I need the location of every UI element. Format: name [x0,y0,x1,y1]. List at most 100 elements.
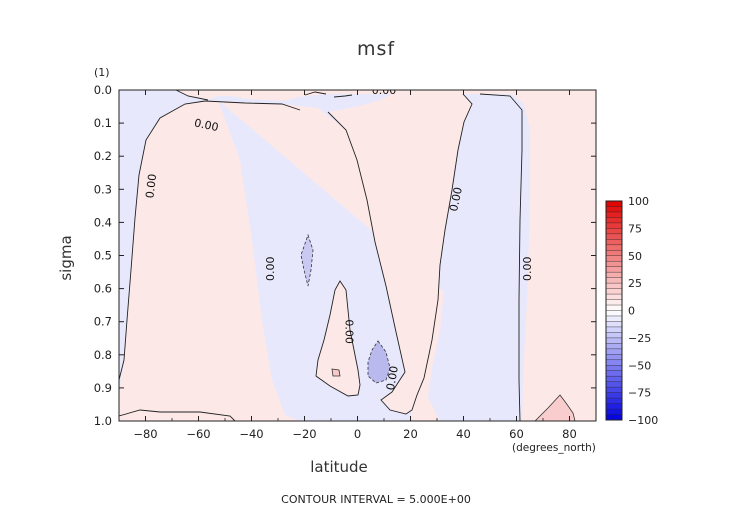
contour-labels: 0.00 0.00 0.00 0.00 0.00 0.00 0.00 0.00 [143,84,534,391]
colorbar-swatch [606,370,622,377]
svg-text:0.00: 0.00 [384,365,401,391]
colorbar-swatch [606,332,622,339]
plot-area: 0.00 0.00 0.00 0.00 0.00 0.00 0.00 0.00 [118,84,597,422]
colorbar-label: −25 [628,332,651,345]
colorbar-swatch [606,206,622,213]
y-tick-label: 1.0 [94,414,112,428]
y-tick-label: 0.6 [94,282,112,296]
x-tick-label: −60 [186,427,210,441]
y-axis-label: sigma [57,235,75,281]
contour-label: 0.00 [143,173,159,199]
svg-text:0.00: 0.00 [447,186,465,213]
colorbar-label: −100 [628,414,658,427]
contour-label: 0.00 [343,319,356,344]
svg-text:0.00: 0.00 [343,319,356,344]
colorbar-swatch [606,277,622,284]
colorbar-swatch [606,288,622,295]
y-axis: 0.0 0.1 0.2 0.3 0.4 0.5 0.6 0.7 0.8 0.9 1.0 [94,83,596,428]
colorbar-swatch [606,217,622,224]
colorbar-swatch [606,409,622,415]
positive-blob-south [331,368,341,377]
colorbar-swatch [606,244,622,251]
negative-region-right [428,94,530,421]
positive-tongue [316,281,360,396]
colorbar-swatch [606,403,622,410]
x-tick-label: 40 [456,427,471,441]
y-tick-label: 0.2 [94,149,112,163]
contour-label: 0.00 [264,256,277,281]
y-units-label: (1) [94,66,110,79]
colorbar-swatch [606,283,622,289]
y-tick-label: 0.9 [94,381,112,395]
y-tick-label: 0.1 [94,116,112,130]
x-tick-label: 60 [509,427,524,441]
svg-text:0.00: 0.00 [521,256,534,281]
colorbar-swatch [606,239,622,246]
positive-region-nh-upper [328,94,472,414]
colorbar-swatch [606,261,622,267]
contour-label: 0.00 [193,116,220,134]
colorbar-swatch [606,305,622,311]
colorbar-swatch [606,272,622,278]
colorbar-swatch [606,343,622,350]
y-tick-label: 0.0 [94,83,112,97]
y-tick-label: 0.4 [94,215,112,229]
colorbar-swatch [606,392,622,399]
contour-label: 0.00 [447,186,465,213]
negative-blob-lower [367,340,391,384]
colorbar-swatch [606,201,622,207]
svg-text:0.00: 0.00 [264,256,277,281]
contour-label: 0.00 [521,256,534,281]
contour-line-tropics [327,93,473,415]
colorbar-swatch [606,222,622,229]
colorbar-swatch [606,348,622,355]
svg-text:0.00: 0.00 [372,84,397,97]
contour-lines [119,90,523,421]
colorbar-swatch [606,414,622,421]
x-axis: −80 −60 −40 −20 0 20 40 60 80 [118,90,597,441]
x-tick-label: −80 [133,427,157,441]
colorbar-swatch [606,228,622,235]
colorbar-label: −50 [628,359,651,372]
positive-region-east [522,90,596,421]
colorbar-swatch [606,359,622,366]
x-tick-label: 0 [354,427,361,441]
x-tick-label: 80 [562,427,577,441]
colorbar-label: 25 [628,277,642,290]
colorbar-swatch [606,266,622,273]
svg-text:0.00: 0.00 [193,116,220,134]
colorbar-swatch [606,398,622,404]
colorbar-label: 50 [628,250,642,263]
contour-label: 0.00 [372,84,397,97]
colorbar-label: 0 [628,305,635,318]
chart-title: msf [356,38,396,60]
contour-line-surface [119,409,236,421]
x-tick-label: −20 [292,427,316,441]
y-tick-label: 0.3 [94,182,112,196]
contour-line-tongue [315,280,361,397]
contour-line-sh [119,100,301,381]
colorbar-swatch [606,326,622,333]
x-tick-label: 20 [403,427,418,441]
contour-line-top-islands [304,91,353,98]
colorbar-swatch [606,365,622,372]
colorbar-swatch [606,337,622,344]
contour-line-top [175,90,209,101]
colorbar-swatch [606,310,622,317]
colorbar-label: 75 [628,222,642,235]
colorbar-swatch [606,211,622,218]
colorbar-swatch [606,299,622,306]
colorbar-swatch [606,255,622,262]
colorbar-swatch [606,315,622,322]
positive-blob-arctic [534,394,576,421]
colorbar-swatch [606,376,622,382]
x-tick-label: −40 [239,427,263,441]
colorbar-label: −75 [628,387,651,400]
contour-line-east [479,93,523,421]
colorbar-swatch [606,321,622,328]
y-tick-label: 0.7 [94,315,112,329]
y-tick-label: 0.5 [94,249,112,263]
negative-blob-upper [300,233,314,287]
contour-interval-label: CONTOUR INTERVAL = 5.000E+00 [281,493,471,506]
